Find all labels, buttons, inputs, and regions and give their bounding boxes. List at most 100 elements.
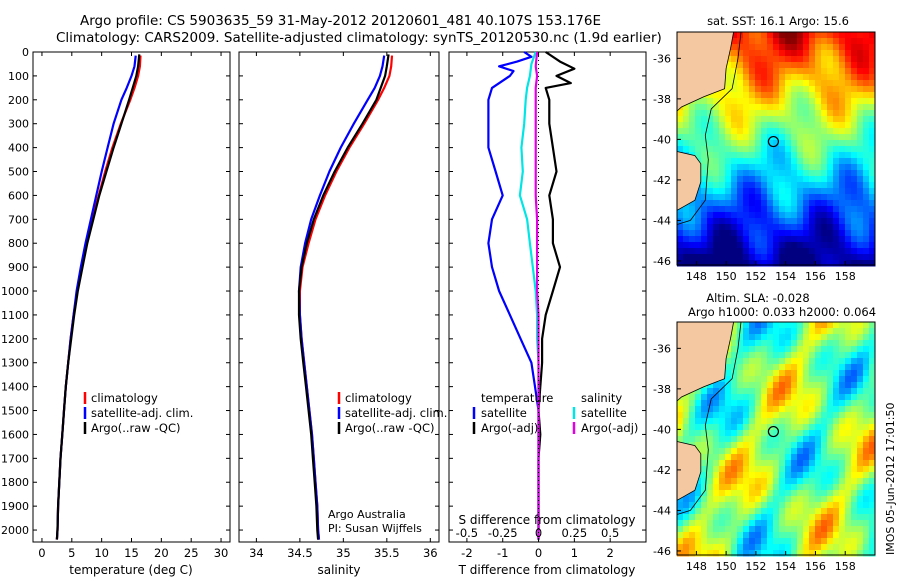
map-cell bbox=[857, 146, 864, 153]
map-cell bbox=[779, 418, 786, 425]
map-cell bbox=[713, 418, 720, 425]
map-cell bbox=[797, 38, 804, 45]
map-cell bbox=[851, 466, 858, 473]
map-cell bbox=[863, 472, 870, 479]
map-cell bbox=[863, 212, 870, 219]
salinity-legend: climatology satellite-adj. clim. Argo(..… bbox=[337, 391, 447, 435]
map-cell bbox=[803, 200, 810, 207]
map-cell bbox=[737, 538, 744, 545]
map-cell bbox=[737, 68, 744, 75]
map-cell bbox=[863, 478, 870, 485]
map-cell bbox=[815, 388, 822, 395]
map-cell bbox=[809, 418, 816, 425]
map-cell bbox=[689, 134, 696, 141]
map-cell bbox=[869, 436, 876, 443]
map-cell bbox=[701, 236, 708, 243]
map-cell bbox=[863, 110, 870, 117]
map-cell bbox=[821, 352, 828, 359]
map-cell bbox=[767, 206, 774, 213]
map-cell bbox=[755, 254, 762, 261]
map-cell bbox=[809, 550, 816, 557]
map-cell bbox=[701, 116, 708, 123]
difference-legend: temperature satellite Argo(-adj) salinit… bbox=[472, 391, 638, 435]
map-cell bbox=[839, 364, 846, 371]
map-cell bbox=[731, 128, 738, 135]
lon-tick-label: 158 bbox=[835, 270, 856, 283]
map-cell bbox=[839, 502, 846, 509]
map-cell bbox=[767, 182, 774, 189]
map-cell bbox=[821, 182, 828, 189]
map-cell bbox=[797, 382, 804, 389]
map-cell bbox=[677, 242, 684, 249]
map-cell bbox=[767, 116, 774, 123]
map-cell bbox=[749, 364, 756, 371]
map-cell bbox=[773, 448, 780, 455]
map-cell bbox=[773, 418, 780, 425]
map-cell bbox=[689, 394, 696, 401]
map-cell bbox=[863, 38, 870, 45]
map-cell bbox=[743, 448, 750, 455]
map-cell bbox=[857, 424, 864, 431]
map-cell bbox=[785, 400, 792, 407]
map-cell bbox=[731, 436, 738, 443]
map-cell bbox=[761, 176, 768, 183]
map-cell bbox=[773, 538, 780, 545]
map-cell bbox=[707, 224, 714, 231]
map-cell bbox=[683, 550, 690, 557]
map-cell bbox=[761, 442, 768, 449]
map-cell bbox=[779, 164, 786, 171]
map-cell bbox=[677, 544, 684, 551]
map-cell bbox=[803, 322, 810, 329]
x-tick-label: 25 bbox=[184, 546, 199, 560]
map-cell bbox=[719, 188, 726, 195]
map-cell bbox=[791, 358, 798, 365]
map-cell bbox=[743, 86, 750, 93]
lat-tick-label: -38 bbox=[653, 93, 671, 106]
map-cell bbox=[713, 224, 720, 231]
map-cell bbox=[857, 400, 864, 407]
map-cell bbox=[809, 230, 816, 237]
map-cell bbox=[791, 56, 798, 63]
map-cell bbox=[767, 98, 774, 105]
map-cell bbox=[845, 448, 852, 455]
map-cell bbox=[839, 110, 846, 117]
map-cell bbox=[689, 538, 696, 545]
map-cell bbox=[695, 400, 702, 407]
map-cell bbox=[791, 98, 798, 105]
map-cell bbox=[695, 134, 702, 141]
map-cell bbox=[857, 436, 864, 443]
map-cell bbox=[869, 388, 876, 395]
map-cell bbox=[845, 484, 852, 491]
map-cell bbox=[731, 110, 738, 117]
map-cell bbox=[797, 92, 804, 99]
map-cell bbox=[809, 400, 816, 407]
x-tick-label: -2 bbox=[461, 546, 472, 560]
map-cell bbox=[803, 224, 810, 231]
map-cell bbox=[803, 538, 810, 545]
map-cell bbox=[869, 68, 876, 75]
map-cell bbox=[845, 152, 852, 159]
map-cell bbox=[821, 328, 828, 335]
map-cell bbox=[803, 358, 810, 365]
map-cell bbox=[737, 104, 744, 111]
map-cell bbox=[773, 460, 780, 467]
map-cell bbox=[779, 236, 786, 243]
map-cell bbox=[749, 514, 756, 521]
map-cell bbox=[707, 460, 714, 467]
map-cell bbox=[695, 218, 702, 225]
map-cell bbox=[713, 98, 720, 105]
map-cell bbox=[827, 80, 834, 87]
lat-tick-label: -40 bbox=[653, 423, 671, 436]
map-cell bbox=[785, 98, 792, 105]
map-cell bbox=[791, 550, 798, 557]
map-cell bbox=[719, 508, 726, 515]
map-cell bbox=[695, 128, 702, 135]
map-cell bbox=[707, 128, 714, 135]
footer-stamp: IMOS 05-Jun-2012 17:01:50 bbox=[884, 402, 897, 555]
map-cell bbox=[839, 526, 846, 533]
map-cell bbox=[863, 460, 870, 467]
map-cell bbox=[821, 242, 828, 249]
map-cell bbox=[845, 454, 852, 461]
map-cell bbox=[821, 152, 828, 159]
map-cell bbox=[815, 218, 822, 225]
